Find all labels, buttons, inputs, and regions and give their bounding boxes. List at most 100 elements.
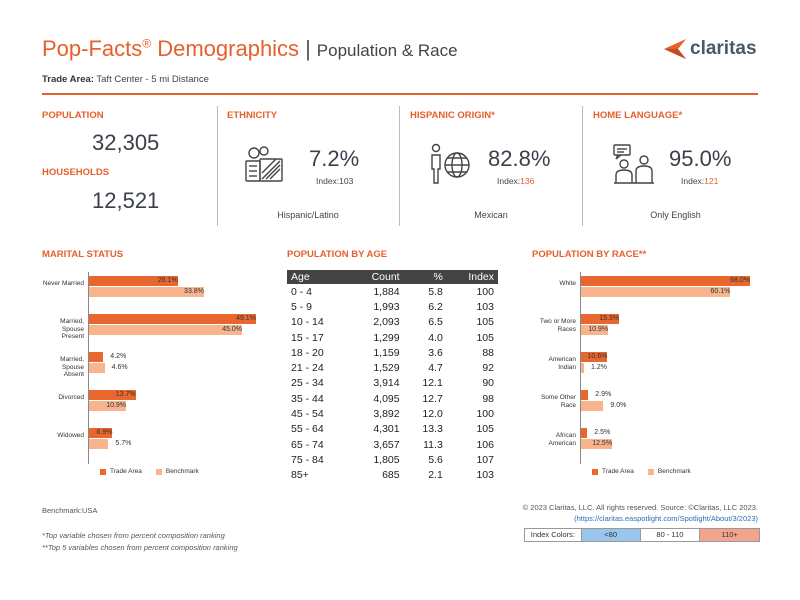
race-bar-benchmark — [581, 439, 613, 449]
age-cell-age: 65 - 74 — [291, 438, 324, 451]
race-bar-trade-area — [581, 390, 589, 400]
marital-legend-label: Trade Area — [110, 468, 142, 475]
marital-data-label: 13.7% — [115, 391, 136, 398]
divider-3 — [582, 106, 583, 226]
home-language-index-label: Index: — [681, 176, 705, 186]
hispanic-origin-index: Index:136 — [497, 176, 534, 186]
race-data-label: 9.0% — [610, 402, 627, 409]
age-header-count: Count — [348, 270, 404, 284]
race-bar-benchmark — [581, 363, 584, 373]
home-language-heading: HOME LANGUAGE* — [593, 110, 683, 121]
marital-data-label: 26.1% — [157, 277, 178, 284]
race-bar-trade-area — [581, 428, 588, 438]
table-row: 18 - 20 1,159 3.6 88 — [287, 345, 498, 360]
age-cell-age: 85+ — [291, 469, 309, 482]
ethnicity-index-value: 103 — [339, 176, 354, 186]
age-cell-count: 2,093 — [373, 316, 400, 329]
age-header--: % — [403, 270, 447, 284]
table-row: 21 - 24 1,529 4.7 92 — [287, 360, 498, 375]
race-legend-label: Trade Area — [602, 468, 634, 475]
age-cell-index: 88 — [482, 346, 494, 359]
age-cell-age: 35 - 44 — [291, 392, 324, 405]
marital-bar-trade-area — [89, 352, 104, 362]
age-cell-count: 1,159 — [373, 346, 400, 359]
table-row: 55 - 64 4,301 13.3 105 — [287, 422, 498, 437]
age-cell-index: 100 — [476, 408, 494, 421]
divider-2 — [399, 106, 400, 226]
hispanic-origin-heading: HISPANIC ORIGIN* — [410, 110, 495, 121]
age-cell-percent: 5.8 — [428, 285, 443, 298]
people-talking-icon — [613, 144, 654, 184]
race-bar-benchmark — [581, 287, 731, 297]
age-cell-index: 107 — [476, 453, 494, 466]
age-cell-index: 92 — [482, 362, 494, 375]
table-row: 65 - 74 3,657 11.3 106 — [287, 437, 498, 452]
age-cell-count: 1,299 — [373, 331, 400, 344]
table-row: 0 - 4 1,884 5.8 100 — [287, 284, 498, 299]
marital-bar-trade-area — [89, 428, 113, 438]
race-bar-trade-area — [581, 352, 608, 362]
marital-category-label: Married, Spouse Present — [60, 318, 84, 340]
age-cell-age: 10 - 14 — [291, 316, 324, 329]
age-cell-index: 98 — [482, 392, 494, 405]
marital-category-label: Never Married — [42, 280, 84, 287]
table-row: 10 - 14 2,093 6.5 105 — [287, 315, 498, 330]
age-cell-count: 1,805 — [373, 453, 400, 466]
age-cell-age: 25 - 34 — [291, 377, 324, 390]
marital-status-heading: MARITAL STATUS — [42, 249, 124, 260]
divider-1 — [217, 106, 218, 226]
marital-data-label: 4.6% — [111, 364, 128, 371]
race-data-label: 2.9% — [595, 391, 612, 398]
marital-bar-benchmark — [89, 401, 127, 411]
age-cell-count: 685 — [382, 469, 400, 482]
benchmark-note: Benchmark:USA — [42, 506, 98, 515]
marital-category-label: Divorced — [58, 394, 84, 401]
home-language-percent: 95.0% — [669, 146, 732, 171]
title-brand: Pop-Facts — [42, 36, 143, 61]
age-table-header: Age Count% Index — [287, 270, 498, 284]
age-cell-index: 105 — [476, 316, 494, 329]
table-row: 85+ 685 2.1 103 — [287, 468, 498, 483]
population-heading: POPULATION — [42, 110, 104, 121]
marital-legend: Trade Area Benchmark — [100, 468, 209, 475]
age-cell-index: 105 — [476, 331, 494, 344]
race-data-label: 1.2% — [591, 364, 607, 371]
marital-data-label: 10.9% — [106, 402, 127, 409]
footnote-2: **Top 5 variables chosen from percent co… — [42, 543, 238, 552]
claritas-logo: claritas — [664, 38, 757, 60]
age-cell-percent: 6.2 — [428, 300, 443, 313]
header-divider — [42, 93, 758, 95]
table-row: 5 - 9 1,993 6.2 103 — [287, 299, 498, 314]
marital-bar-trade-area — [89, 276, 178, 286]
race-category-label: Some Other Race — [540, 394, 576, 409]
race-axis — [580, 272, 581, 464]
marital-data-label: 4.2% — [110, 353, 127, 360]
page-subtitle: Population & Race — [316, 41, 458, 60]
age-cell-index: 103 — [476, 469, 494, 482]
age-cell-percent: 13.3 — [422, 423, 443, 436]
table-row: 75 - 84 1,805 5.6 107 — [287, 452, 498, 467]
race-data-label: 12.5% — [592, 440, 613, 447]
marital-bar-trade-area — [89, 314, 256, 324]
marital-bar-benchmark — [89, 287, 204, 297]
index-color-mid: 80 - 110 — [639, 529, 700, 541]
title-demographics: Demographics — [151, 36, 300, 61]
source-link[interactable]: (https://claritas.easpotlight.com/Spotli… — [574, 514, 758, 523]
age-cell-age: 15 - 17 — [291, 331, 324, 344]
marital-legend-swatch — [100, 468, 106, 475]
age-cell-count: 1,884 — [373, 285, 400, 298]
age-cell-index: 106 — [476, 438, 494, 451]
age-cell-age: 55 - 64 — [291, 423, 324, 436]
age-cell-percent: 5.6 — [428, 453, 443, 466]
age-cell-age: 75 - 84 — [291, 453, 324, 466]
marital-legend-label: Benchmark — [165, 468, 199, 475]
marital-data-label: 45.0% — [222, 326, 242, 333]
logo-text: claritas — [690, 38, 757, 59]
age-cell-percent: 4.7 — [428, 362, 443, 375]
index-color-high: 110+ — [699, 529, 760, 541]
age-cell-age: 5 - 9 — [291, 300, 313, 313]
home-language-caption: Only English — [650, 210, 701, 220]
population-by-age-table: Age Count% Index 0 - 4 1,884 5.8 100 5 - 9 1,99… — [287, 270, 498, 483]
race-category-label: American Indian — [548, 356, 576, 371]
population-by-age-heading: POPULATION BY AGE — [287, 249, 388, 260]
